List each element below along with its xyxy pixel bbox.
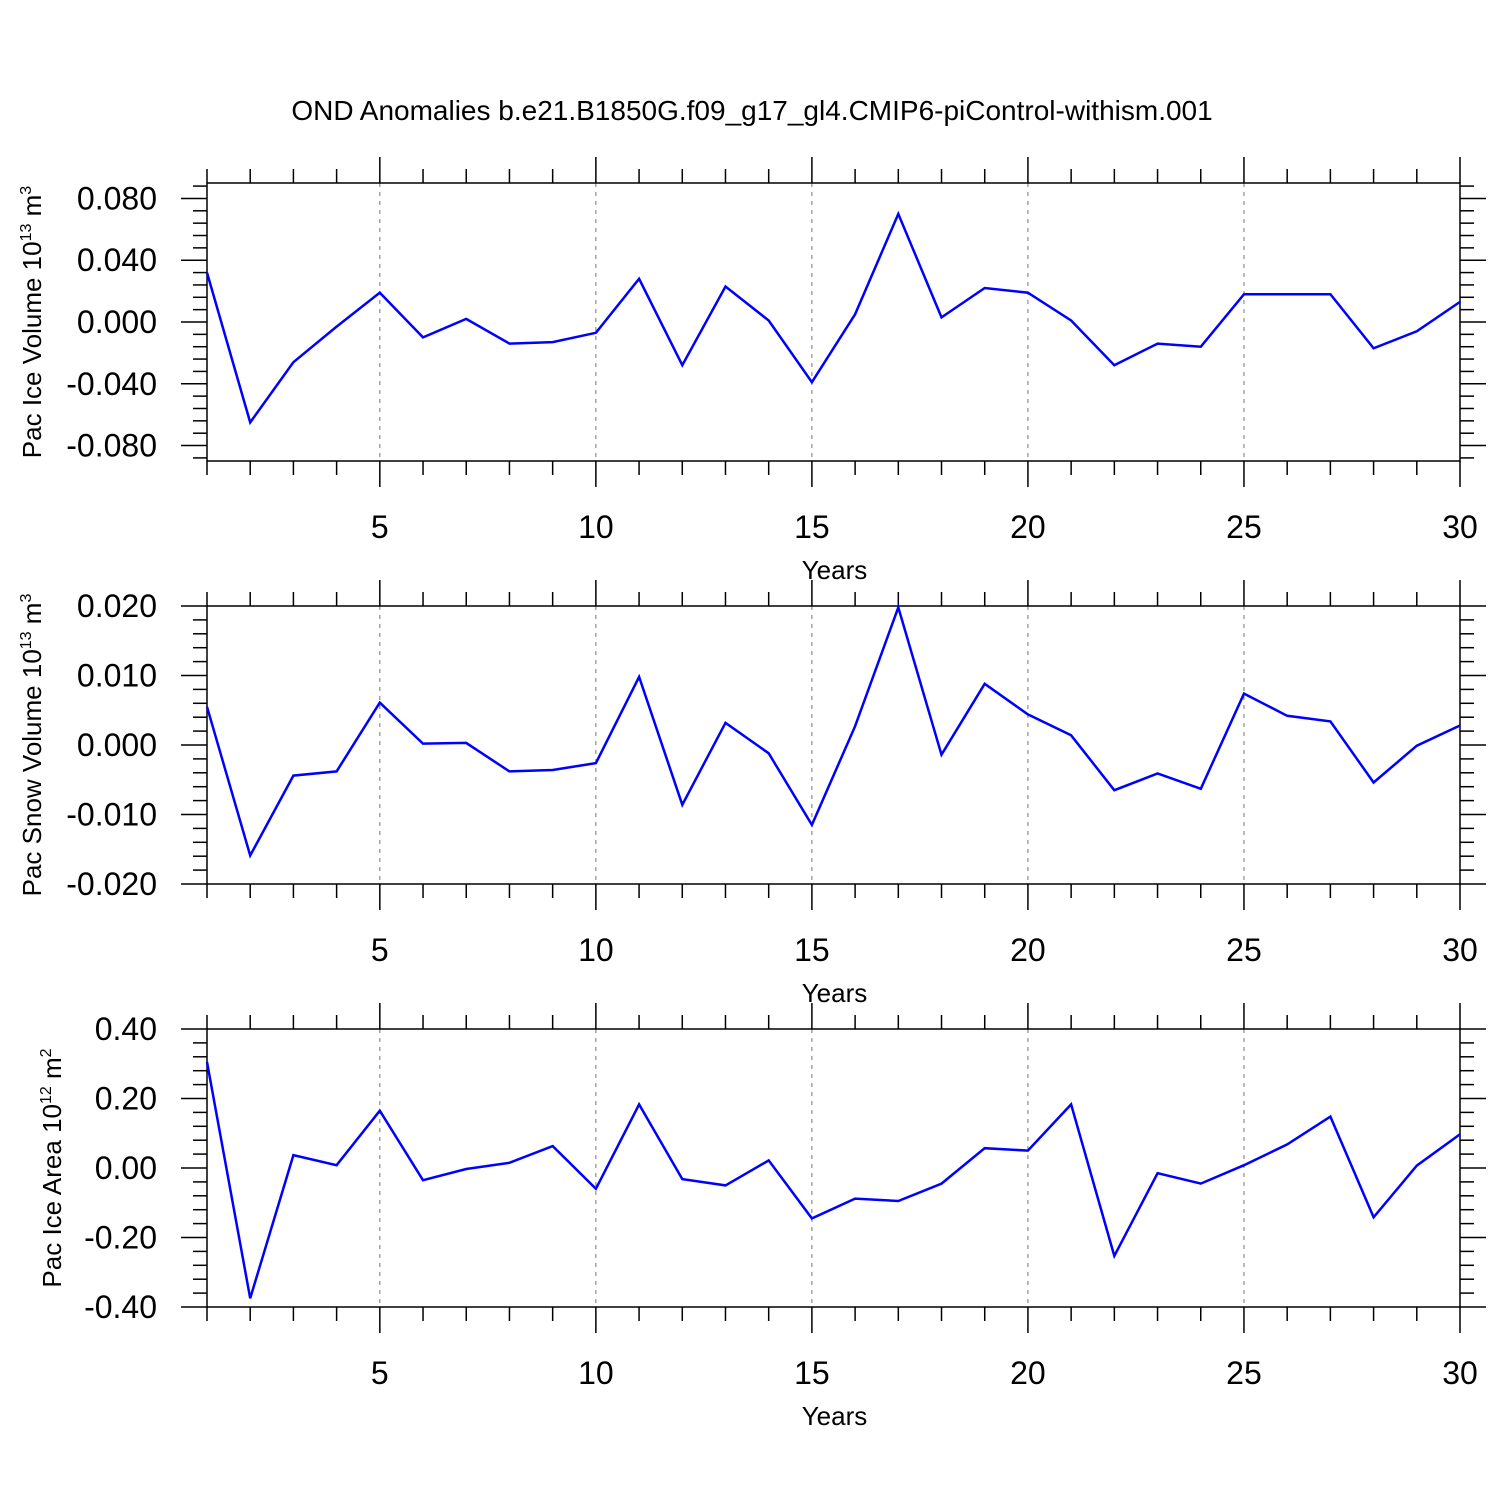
- x-tick-label: 15: [794, 932, 830, 968]
- y-axis-title-superscript: 13: [18, 631, 35, 649]
- chart-panel-3: -0.40 -0.20 0.00 0.20 0.40 5 10 15 20 25 30 Years Pa…: [37, 1003, 1486, 1431]
- y-tick-label: -0.40: [84, 1289, 157, 1325]
- x-tick-label: 30: [1442, 1355, 1478, 1391]
- y-tick-label: 0.000: [77, 304, 157, 340]
- y-axis-title-superscript: 3: [18, 594, 35, 603]
- y-axis-title: Pac Snow Volume 1013 m3: [17, 594, 47, 897]
- x-tick-label: 30: [1442, 932, 1478, 968]
- y-axis-title: Pac Ice Area 1012 m2: [37, 1048, 67, 1287]
- y-tick-label: 0.000: [77, 727, 157, 763]
- x-tick-label: 20: [1010, 1355, 1046, 1391]
- x-tick-label: 10: [578, 1355, 614, 1391]
- x-tick-label: 25: [1226, 1355, 1262, 1391]
- x-tick-label: 10: [578, 509, 614, 545]
- y-tick-label: 0.040: [77, 242, 157, 278]
- x-axis-title: Years: [802, 555, 868, 585]
- y-axis-title-superscript: 2: [38, 1048, 55, 1057]
- series-line-1: [205, 1061, 1461, 1299]
- y-axis-title-text: Pac Ice Area 10: [37, 1104, 67, 1288]
- y-axis-title-superscript: 3: [18, 186, 35, 195]
- figure-title: OND Anomalies b.e21.B1850G.f09_g17_gl4.C…: [291, 95, 1212, 126]
- y-tick-label: -0.080: [66, 428, 157, 464]
- x-tick-label: 5: [371, 509, 389, 545]
- chart-panel-1: -0.080 -0.040 0.000 0.040 0.080 5 10 15 20 25 30 Ye…: [17, 157, 1486, 585]
- x-tick-label: 5: [371, 932, 389, 968]
- x-tick-label: 15: [794, 1355, 830, 1391]
- x-tick-label: 25: [1226, 509, 1262, 545]
- y-axis-title: Pac Ice Volume 1013 m3: [17, 186, 47, 459]
- x-axis-title: Years: [802, 1401, 868, 1431]
- x-tick-label: 20: [1010, 932, 1046, 968]
- y-axis-title-text: m: [17, 603, 47, 632]
- y-tick-label: 0.00: [95, 1150, 157, 1186]
- x-tick-label: 10: [578, 932, 614, 968]
- y-axis-title-text: m: [37, 1057, 67, 1086]
- y-tick-label: 0.20: [95, 1081, 157, 1117]
- y-axis-title-text: Pac Snow Volume 10: [17, 649, 47, 896]
- x-tick-label: 20: [1010, 509, 1046, 545]
- y-tick-label: -0.010: [66, 797, 157, 833]
- y-tick-label: 0.080: [77, 180, 157, 216]
- y-axis-title-text: Pac Ice Volume 10: [17, 241, 47, 458]
- y-tick-label: -0.20: [84, 1220, 157, 1256]
- series-line-1: [205, 603, 1461, 859]
- series-line-1: [205, 210, 1461, 426]
- x-tick-label: 15: [794, 509, 830, 545]
- y-tick-label: -0.040: [66, 366, 157, 402]
- y-tick-label: -0.020: [66, 866, 157, 902]
- x-tick-label: 30: [1442, 509, 1478, 545]
- y-axis-title-superscript: 12: [38, 1086, 55, 1104]
- y-axis-title-superscript: 13: [18, 223, 35, 241]
- x-axis-title: Years: [802, 978, 868, 1008]
- y-tick-label: 0.020: [77, 588, 157, 624]
- x-tick-label: 5: [371, 1355, 389, 1391]
- y-tick-label: 0.40: [95, 1011, 157, 1047]
- x-tick-label: 25: [1226, 932, 1262, 968]
- chart-panel-2: -0.020 -0.010 0.000 0.010 0.020 5 10 15 20 25 30 Ye…: [17, 580, 1486, 1008]
- y-axis-title-text: m: [17, 195, 47, 224]
- y-tick-label: 0.010: [77, 658, 157, 694]
